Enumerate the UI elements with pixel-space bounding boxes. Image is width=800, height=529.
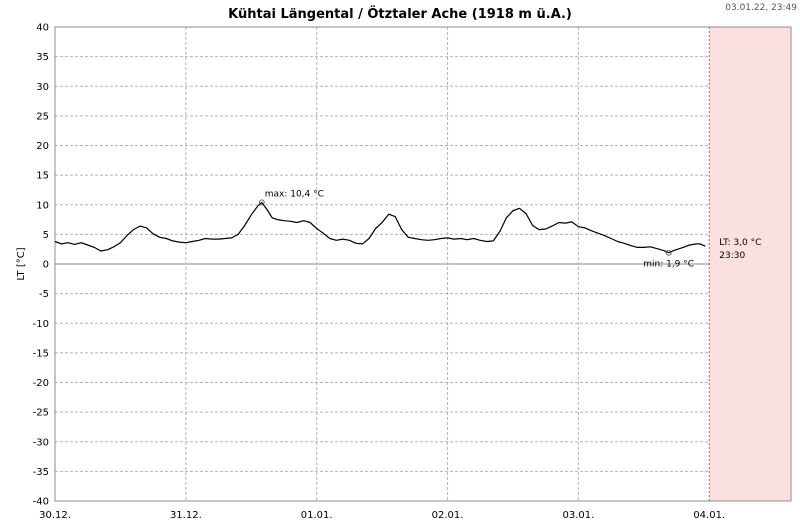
forecast-region — [709, 27, 791, 501]
y-tick-label: 25 — [36, 111, 49, 122]
temperature-series-line — [54, 201, 706, 254]
min-marker — [665, 249, 672, 256]
y-tick-label: -25 — [33, 408, 49, 419]
y-tick-label: 0 — [43, 260, 49, 271]
y-tick-label: 30 — [36, 82, 49, 93]
plot-frame — [54, 26, 792, 502]
max-annotation: max: 10,4 °C — [265, 189, 324, 199]
y-tick-label: -5 — [39, 289, 49, 300]
current-value-label: LT: 3,0 °C — [719, 238, 761, 248]
y-tick-label: 15 — [36, 171, 49, 182]
x-tick-label: 03.01. — [562, 510, 594, 521]
y-tick-label: -35 — [33, 467, 49, 478]
y-tick-label: -30 — [33, 437, 49, 448]
x-tick-label: 31.12. — [170, 510, 202, 521]
y-tick-label: -20 — [33, 378, 49, 389]
min-annotation: min: 1,9 °C — [643, 260, 694, 270]
y-axis-label: LT [°C] — [16, 247, 27, 280]
y-tick-label: 35 — [36, 52, 49, 63]
x-tick-label: 01.01. — [301, 510, 333, 521]
chart-title: Kühtai Längental / Ötztaler Ache (1918 m… — [228, 6, 572, 22]
current-time-label: 23:30 — [719, 251, 745, 261]
y-tick-label: -10 — [33, 319, 49, 330]
timestamp-label: 03.01.22, 23:49 — [725, 3, 797, 13]
y-tick-label: 20 — [36, 141, 49, 152]
forecast-layer — [708, 27, 791, 501]
y-tick-label: -40 — [33, 497, 49, 508]
y-tick-label: 40 — [36, 23, 49, 34]
series-layer — [54, 201, 706, 254]
x-tick-label: 30.12. — [39, 510, 71, 521]
y-tick-label: -15 — [33, 348, 49, 359]
y-tick-label: 5 — [43, 230, 49, 241]
annotation-layer: max: 10,4 °C min: 1,9 °C LT: 3,0 °C 23:30 — [258, 189, 761, 270]
y-tick-label: 10 — [36, 200, 49, 211]
max-marker — [258, 199, 265, 206]
axis-layer: 40 35 30 25 20 15 10 5 0 -5 -10 -15 -20 -25 -30 -35 -40 3… — [33, 23, 792, 521]
x-tick-label: 02.01. — [432, 510, 464, 521]
x-tick-label: 04.01. — [693, 510, 725, 521]
